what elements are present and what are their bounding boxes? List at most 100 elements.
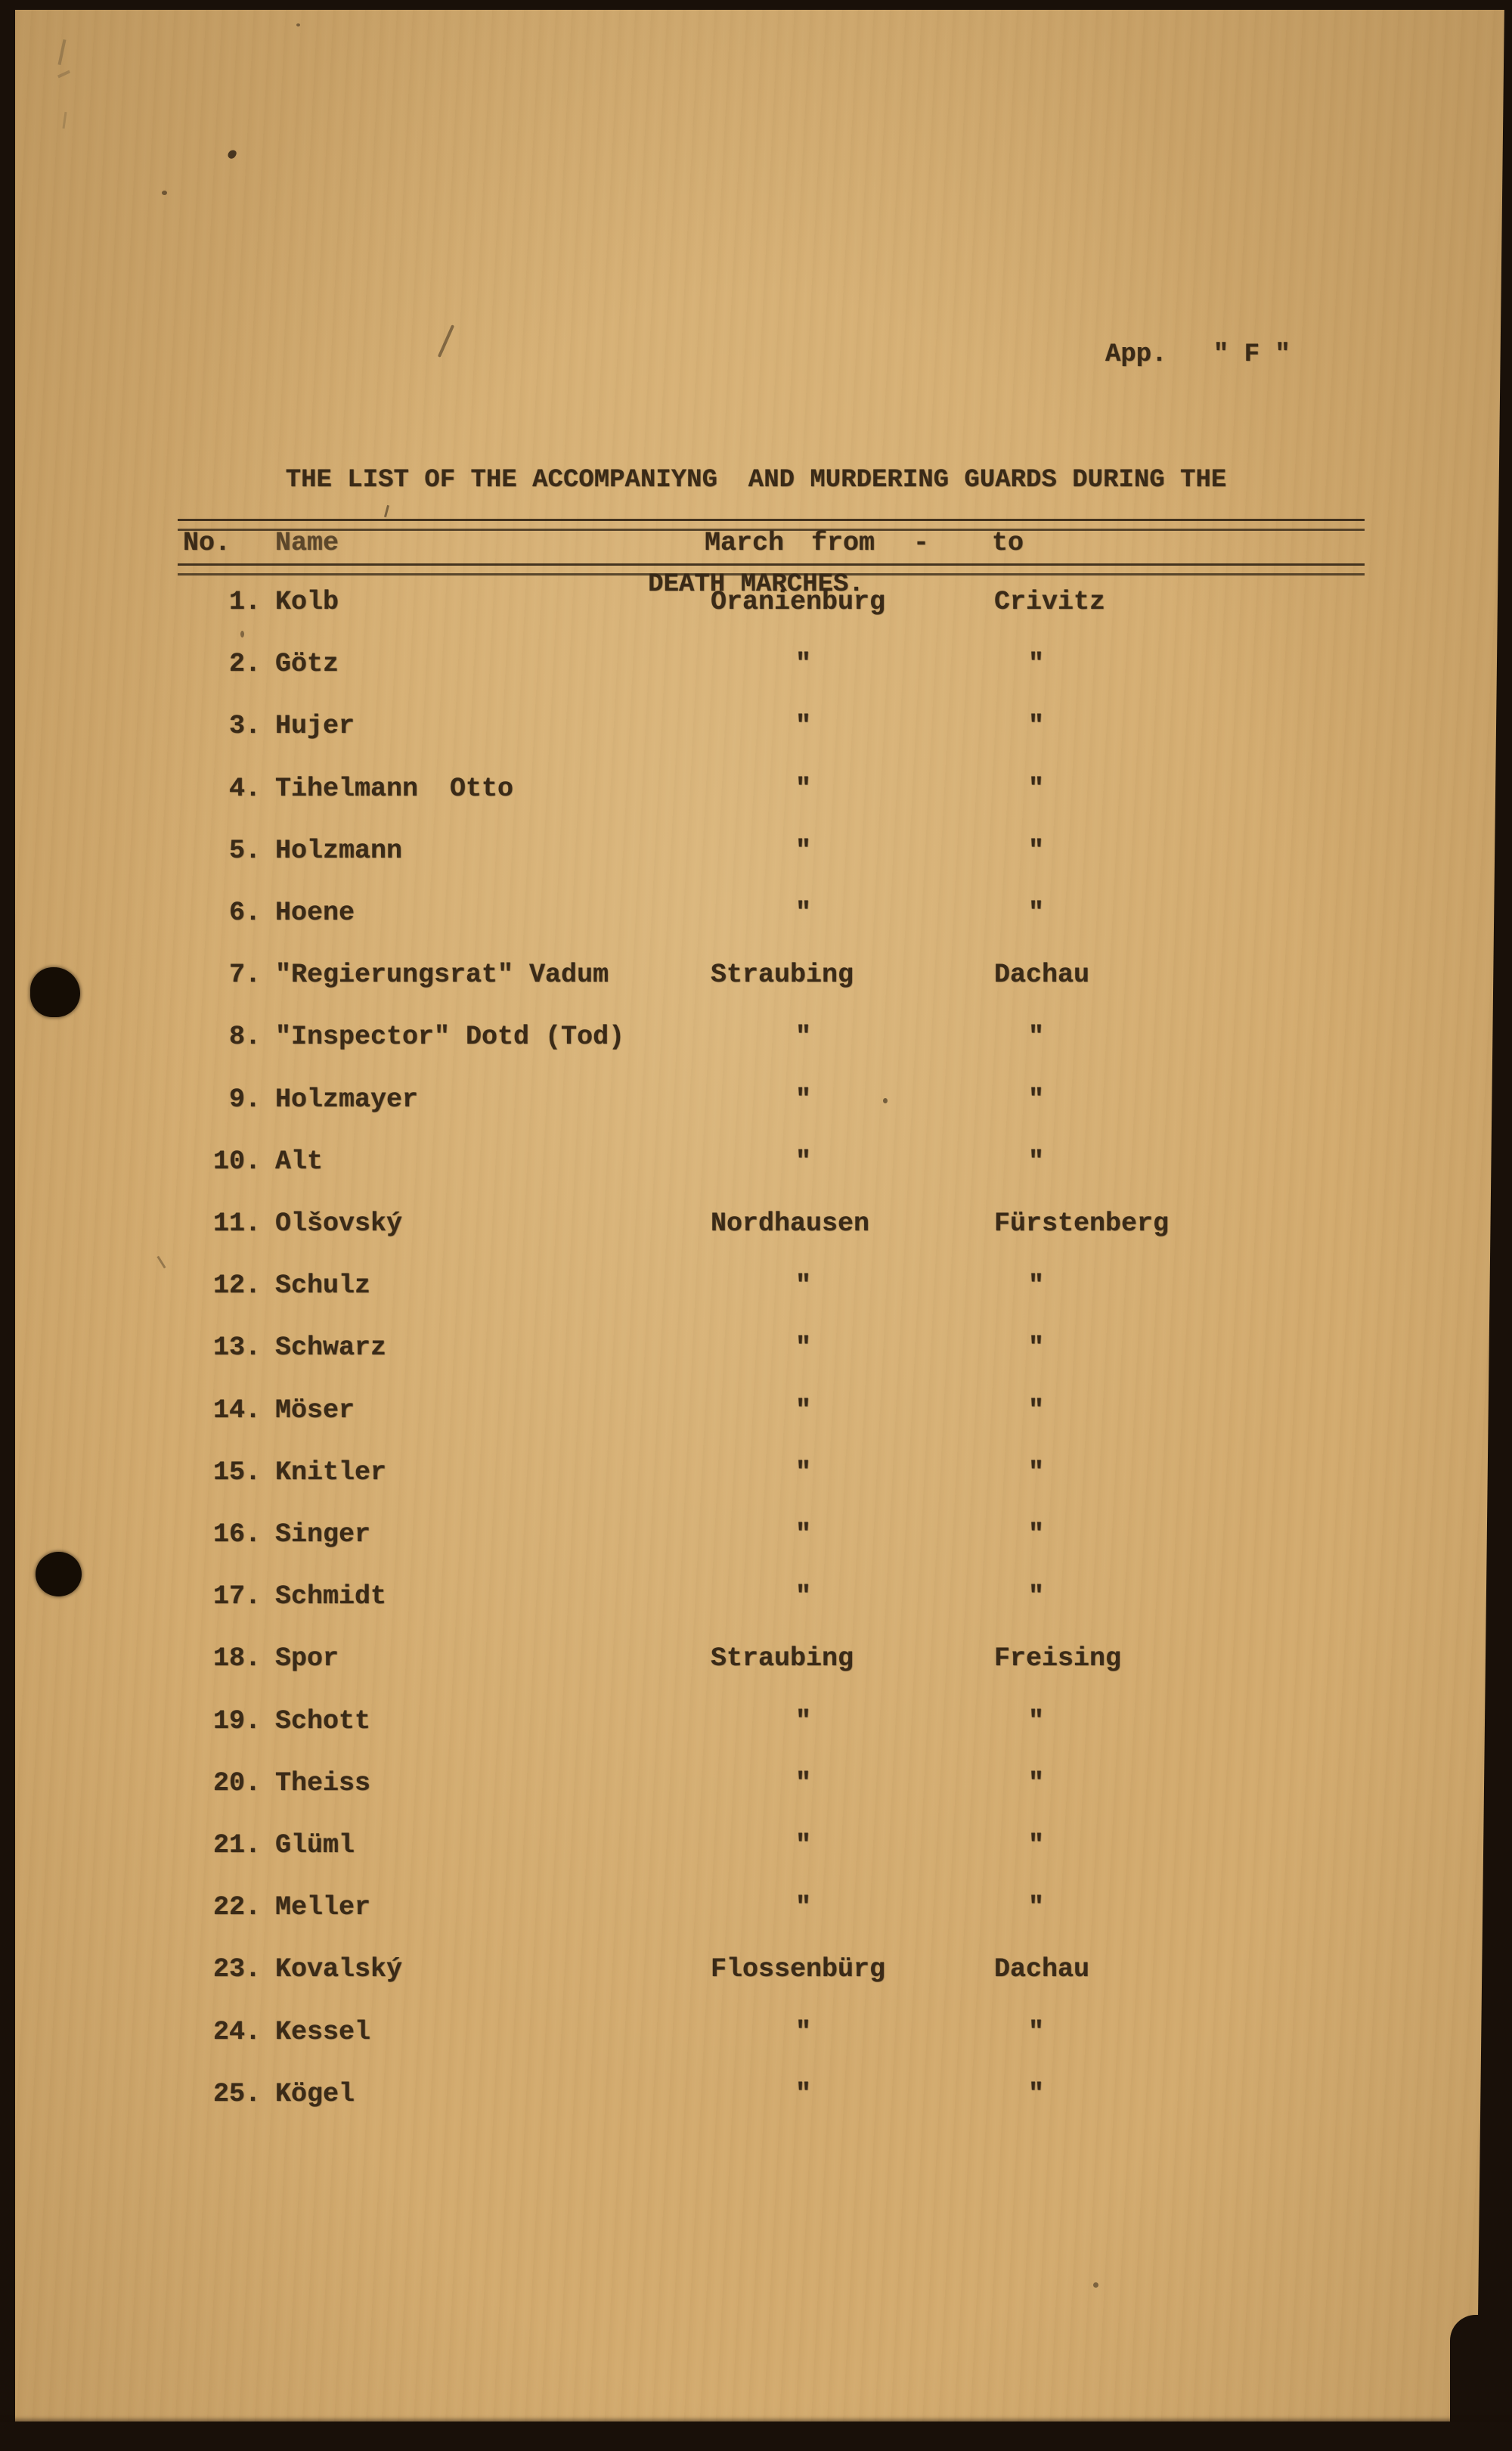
column-header-to: to bbox=[992, 528, 1024, 558]
row-name: Kovalský bbox=[275, 1954, 403, 1984]
table-row: 7. "Regierungsrat" Vadum Straubing Dachau bbox=[178, 955, 1365, 1017]
row-name: "Regierungsrat" Vadum bbox=[275, 960, 609, 990]
row-from: " bbox=[795, 774, 812, 804]
ink-speck bbox=[226, 148, 238, 160]
row-name: Spor bbox=[275, 1643, 339, 1674]
row-number: 25. bbox=[212, 2079, 261, 2109]
scan-corner-bottom-right bbox=[1450, 2315, 1498, 2428]
row-number: 6. bbox=[228, 898, 261, 928]
row-from: " bbox=[795, 2017, 812, 2047]
row-number: 18. bbox=[212, 1643, 261, 1674]
table-row: 11. Olšovský Nordhausen Fürstenberg bbox=[178, 1204, 1365, 1266]
row-number: 5. bbox=[228, 836, 261, 866]
row-number: 13. bbox=[212, 1333, 261, 1363]
row-to: " bbox=[1028, 1395, 1045, 1426]
table-row: 22. Meller " " bbox=[178, 1888, 1365, 1950]
table-row: 21. Glüml " " bbox=[178, 1826, 1365, 1888]
table-row: 14. Möser " " bbox=[178, 1391, 1365, 1453]
row-name: Schott bbox=[275, 1706, 371, 1736]
stray-stroke bbox=[437, 324, 455, 358]
row-to: " bbox=[1028, 1457, 1045, 1488]
pencil-mark bbox=[62, 111, 67, 129]
row-from: " bbox=[795, 836, 812, 866]
stray-tick bbox=[156, 1255, 166, 1269]
row-from: " bbox=[795, 1519, 812, 1550]
row-number: 9. bbox=[228, 1084, 261, 1115]
ink-speck bbox=[296, 23, 300, 26]
row-number: 15. bbox=[212, 1457, 261, 1488]
row-number: 14. bbox=[212, 1395, 261, 1426]
ink-speck bbox=[1093, 2282, 1098, 2288]
row-name: Singer bbox=[275, 1519, 371, 1550]
column-header-from: from bbox=[811, 528, 875, 558]
row-from: " bbox=[795, 711, 812, 741]
row-to: " bbox=[1028, 2079, 1045, 2109]
row-to: " bbox=[1028, 1519, 1045, 1550]
row-from: " bbox=[795, 1892, 812, 1922]
row-to: " bbox=[1028, 1022, 1045, 1052]
row-name: Theiss bbox=[275, 1768, 371, 1798]
punch-hole bbox=[36, 1552, 82, 1596]
row-number: 23. bbox=[212, 1954, 261, 1984]
column-header-march: March bbox=[705, 528, 785, 558]
row-number: 1. bbox=[228, 587, 261, 617]
row-to: " bbox=[1028, 836, 1045, 866]
row-from: " bbox=[795, 1146, 812, 1177]
row-to: " bbox=[1028, 1270, 1045, 1301]
row-to: " bbox=[1028, 1706, 1045, 1736]
column-header-name: Name bbox=[275, 528, 339, 558]
table-rule-top bbox=[178, 519, 1365, 531]
table-row: 9. Holzmayer " " bbox=[178, 1080, 1365, 1142]
row-from: Oranienburg bbox=[711, 587, 886, 617]
row-name: Hoene bbox=[275, 898, 355, 928]
row-to: Crivitz bbox=[994, 587, 1106, 617]
column-header-dash: - bbox=[913, 528, 930, 558]
row-from: " bbox=[795, 1581, 812, 1612]
row-number: 12. bbox=[212, 1270, 261, 1301]
row-name: Schulz bbox=[275, 1270, 371, 1301]
row-number: 4. bbox=[228, 774, 261, 804]
row-to: " bbox=[1028, 711, 1045, 741]
row-from: " bbox=[795, 1333, 812, 1363]
table-row: 10. Alt " " bbox=[178, 1142, 1365, 1204]
row-name: Meller bbox=[275, 1892, 371, 1922]
row-name: Glüml bbox=[275, 1830, 355, 1860]
row-number: 20. bbox=[212, 1768, 261, 1798]
column-header-no: No. bbox=[183, 528, 231, 558]
row-number: 21. bbox=[212, 1830, 261, 1860]
scan-edge-bottom bbox=[0, 2422, 1512, 2451]
row-from: Nordhausen bbox=[711, 1208, 870, 1239]
row-from: " bbox=[795, 898, 812, 928]
table-row: 6. Hoene " " bbox=[178, 893, 1365, 955]
table-row: 3. Hujer " " bbox=[178, 706, 1365, 768]
table-row: 17. Schmidt " " bbox=[178, 1577, 1365, 1639]
row-from: " bbox=[795, 1706, 812, 1736]
row-from: " bbox=[795, 649, 812, 679]
row-name: Olšovský bbox=[275, 1208, 403, 1239]
table-row: 23. Kovalský Flossenbürg Dachau bbox=[178, 1950, 1365, 2012]
row-from: " bbox=[795, 1084, 812, 1115]
table-row: 8. "Inspector" Dotd (Tod) " " bbox=[178, 1017, 1365, 1079]
row-to: " bbox=[1028, 1146, 1045, 1177]
row-to: " bbox=[1028, 2017, 1045, 2047]
pencil-mark bbox=[57, 39, 67, 66]
appendix-label: App. " F " bbox=[1105, 340, 1290, 369]
table-rule-bottom bbox=[178, 563, 1365, 576]
row-name: Alt bbox=[275, 1146, 324, 1177]
row-to: Dachau bbox=[994, 1954, 1090, 1984]
table-row: 1. Kolb Oranienburg Crivitz bbox=[178, 582, 1365, 644]
table-row: 2. Götz " " bbox=[178, 644, 1365, 706]
row-to: Dachau bbox=[994, 960, 1090, 990]
row-from: " bbox=[795, 1457, 812, 1488]
table-row: 12. Schulz " " bbox=[178, 1266, 1365, 1328]
ink-speck bbox=[162, 191, 167, 195]
row-to: " bbox=[1028, 1333, 1045, 1363]
punch-hole bbox=[30, 967, 80, 1017]
row-from: Flossenbürg bbox=[711, 1954, 886, 1984]
row-from: Straubing bbox=[711, 1643, 854, 1674]
row-to: " bbox=[1028, 774, 1045, 804]
table-row: 24. Kessel " " bbox=[178, 2012, 1365, 2074]
pencil-mark bbox=[57, 70, 71, 79]
row-name: Möser bbox=[275, 1395, 355, 1426]
